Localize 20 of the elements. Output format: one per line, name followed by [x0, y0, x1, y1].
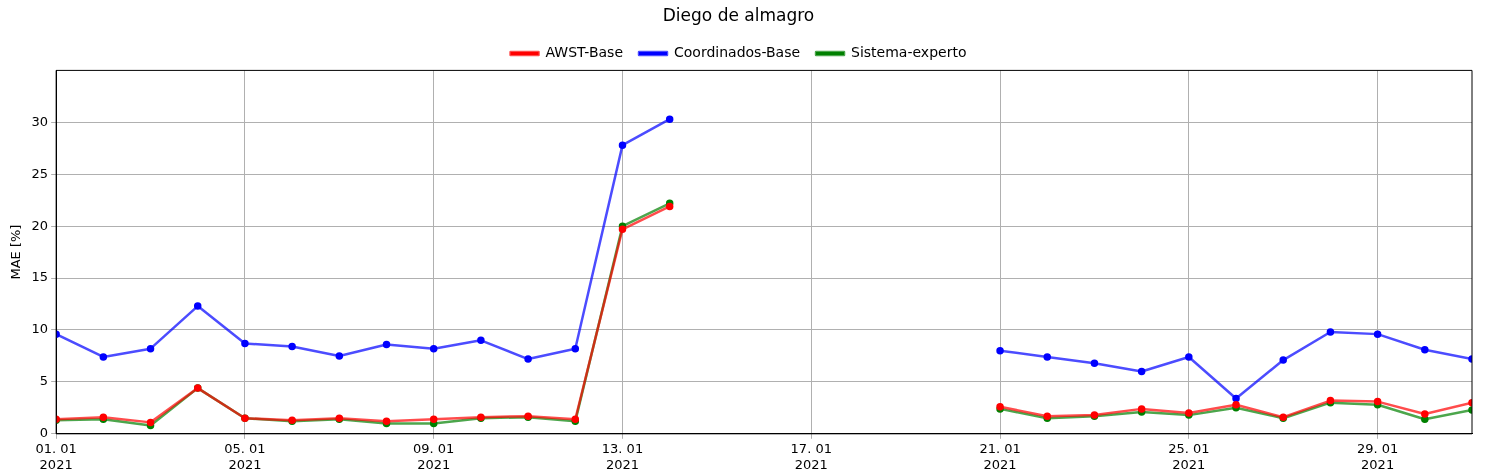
x-tick-label: 01. 01 2021: [35, 440, 77, 472]
legend-label: Coordinados-Base: [674, 44, 801, 61]
x-tick-label: 21. 01 2021: [979, 440, 1021, 472]
y-tick-label: 30: [31, 113, 49, 129]
y-tick-label: 10: [31, 321, 49, 337]
y-tick-label: 15: [31, 269, 49, 285]
y-tick-label: 20: [31, 217, 49, 233]
legend-label: AWST-Base: [545, 44, 624, 61]
y-tick-label: 5: [39, 373, 49, 389]
x-tick-label: 05. 01 2021: [224, 440, 266, 472]
x-tick-label: 29. 01 2021: [1356, 440, 1399, 472]
x-tick-label: 17. 01 2021: [790, 440, 832, 472]
y-tick-label: 0: [39, 425, 49, 441]
legend-label: Sistema-experto: [851, 44, 967, 61]
x-tick-label: 13. 01 2021: [601, 440, 644, 472]
x-tick-label: 25. 01 2021: [1168, 440, 1210, 472]
chart-title: Diego de almagro: [662, 4, 815, 25]
y-axis-title: MAE [%]: [8, 224, 24, 280]
y-tick-label: 25: [31, 165, 49, 181]
x-tick-label: 09. 01 2021: [413, 440, 455, 472]
